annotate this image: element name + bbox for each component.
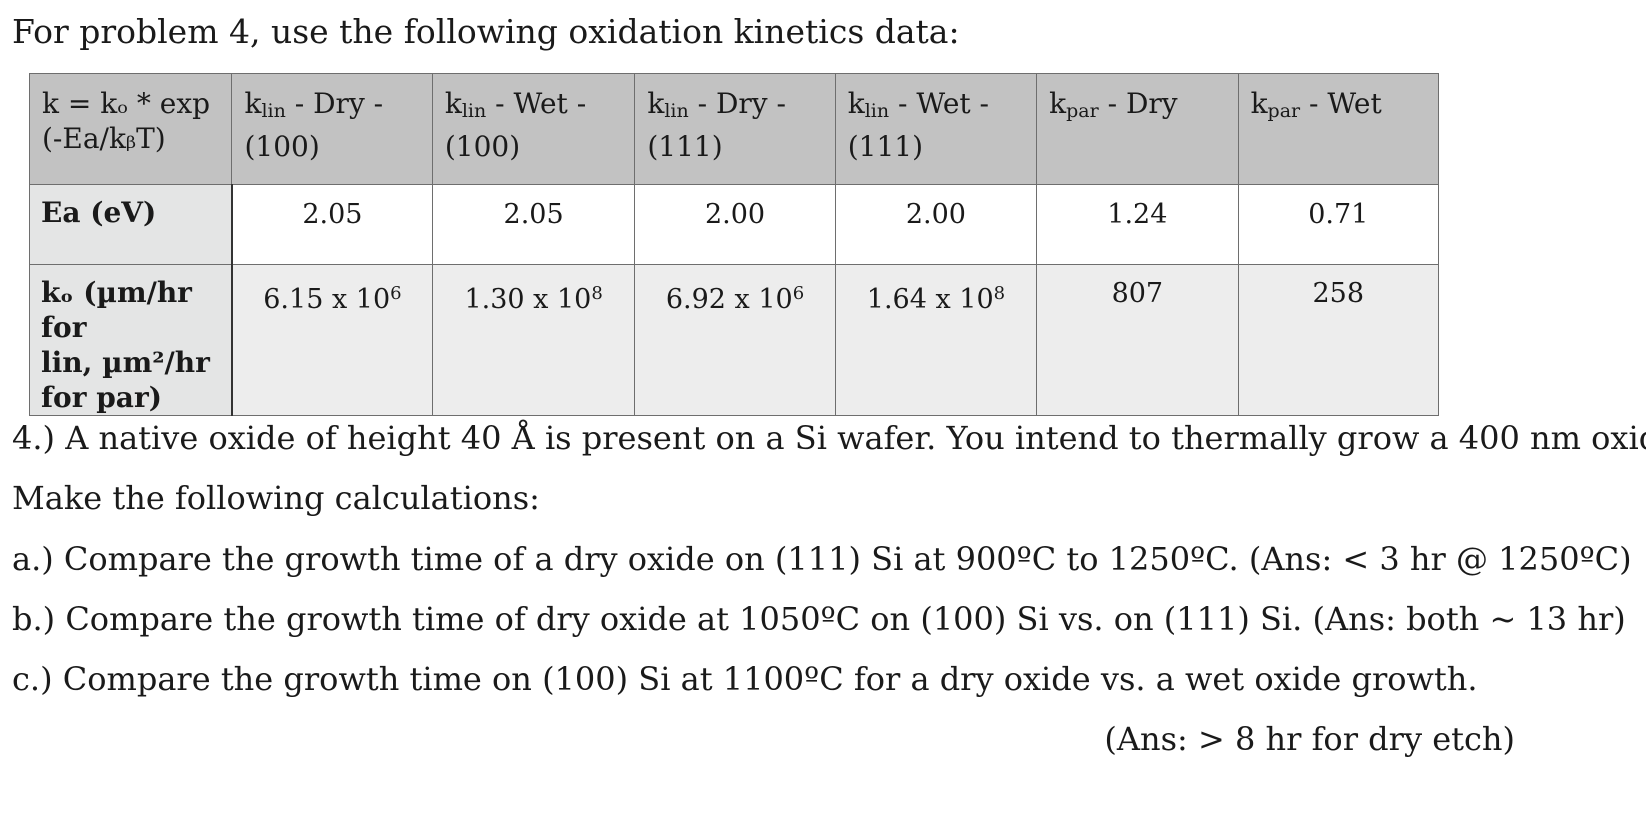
column-header-line1: kpar - Dry: [1049, 86, 1237, 129]
ko-mantissa: 807: [1111, 278, 1164, 309]
part-b: b.) Compare the growth time of dry oxide…: [12, 600, 1626, 638]
intro-text: For problem 4, use the following oxidati…: [12, 12, 960, 51]
column-header-subscript: lin: [864, 100, 890, 122]
problem-instruction: Make the following calculations:: [12, 479, 540, 517]
column-header-symbol: k: [1049, 87, 1067, 120]
ko-value: 258: [1237, 264, 1440, 416]
ko-mantissa: 1.64 x 10: [866, 284, 994, 315]
ko-mantissa: 1.30 x 10: [464, 284, 592, 315]
corner-header: k = kₒ * exp (-Ea/kᵦT): [28, 73, 233, 185]
ko-exponent: 8: [591, 283, 603, 304]
ea-row: Ea (eV) 2.05 2.05 2.00 2.00 1.24 0.71: [28, 184, 1440, 265]
column-header-rest: - Wet -: [486, 87, 587, 120]
column-header-rest: - Dry -: [688, 87, 786, 120]
column-header: klin - Dry - (100): [231, 73, 433, 185]
ko-row-label: kₒ (µm/hr for lin, µm²/hr for par): [28, 264, 233, 416]
column-header-subscript: par: [1267, 100, 1301, 122]
column-header-subscript: lin: [261, 100, 286, 122]
column-header-subscript: par: [1066, 100, 1099, 122]
column-header-rest: - Dry: [1098, 87, 1178, 120]
column-header: klin - Wet - (100): [431, 73, 636, 185]
ko-mantissa: 258: [1312, 278, 1365, 309]
column-header: kpar - Wet: [1237, 73, 1440, 185]
column-header-symbol: k: [444, 87, 462, 120]
ea-value: 2.05: [231, 184, 433, 265]
corner-line2: (-Ea/kᵦT): [42, 122, 166, 155]
column-header-line2: (100): [444, 130, 521, 163]
ea-value: 1.24: [1036, 184, 1239, 265]
column-header: klin - Wet - (111): [834, 73, 1038, 185]
ea-value: 2.05: [431, 184, 636, 265]
problem-statement: 4.) A native oxide of height 40 Å is pre…: [12, 419, 1646, 457]
ko-value: 807: [1036, 264, 1239, 416]
column-header-symbol: k: [647, 87, 665, 120]
column-header-line1: klin - Dry -: [244, 86, 431, 129]
column-header-line1: klin - Wet -: [445, 86, 634, 129]
ko-row: kₒ (µm/hr for lin, µm²/hr for par) 6.15 …: [28, 264, 1440, 416]
ea-value: 2.00: [834, 184, 1038, 265]
column-header-symbol: k: [1250, 87, 1268, 120]
ko-value: 1.64 x 108: [834, 264, 1038, 416]
ko-value: 6.92 x 106: [634, 264, 836, 416]
ea-row-label: Ea (eV): [28, 184, 233, 265]
column-header-subscript: lin: [461, 100, 487, 122]
ko-mantissa: 6.92 x 10: [665, 284, 793, 315]
part-a: a.) Compare the growth time of a dry oxi…: [12, 540, 1632, 578]
ko-exponent: 6: [390, 283, 402, 304]
column-header: kpar - Dry: [1036, 73, 1239, 185]
column-header-symbol: k: [847, 87, 865, 120]
part-c-answer: (Ans: > 8 hr for dry etch): [1104, 720, 1515, 758]
ea-label-text: Ea (eV): [41, 196, 157, 229]
column-header-line2: (100): [244, 130, 320, 163]
column-header-rest: - Wet: [1300, 87, 1382, 120]
ea-value: 2.00: [634, 184, 836, 265]
part-c: c.) Compare the growth time on (100) Si …: [12, 660, 1478, 698]
kinetics-table: k = kₒ * exp (-Ea/kᵦT) klin - Dry - (100)…: [28, 73, 1440, 416]
ko-value: 1.30 x 108: [431, 264, 636, 416]
ko-mantissa: 6.15 x 10: [263, 284, 391, 315]
column-header-line1: kpar - Wet: [1251, 86, 1438, 129]
column-header-line2: (111): [647, 130, 723, 163]
column-header-rest: - Wet -: [889, 87, 990, 120]
ko-exponent: 8: [993, 283, 1006, 304]
column-header-line1: klin - Wet -: [848, 86, 1036, 129]
column-header-subscript: lin: [664, 100, 689, 122]
corner-line1: k = kₒ * exp: [42, 87, 211, 120]
table-header-row: k = kₒ * exp (-Ea/kᵦT) klin - Dry - (100)…: [28, 73, 1440, 185]
column-header-line1: klin - Dry -: [647, 86, 834, 129]
column-header-rest: - Dry -: [285, 87, 384, 120]
column-header-line2: (111): [847, 130, 924, 163]
ea-value: 0.71: [1237, 184, 1440, 265]
column-header: klin - Dry - (111): [634, 73, 836, 185]
ko-value: 6.15 x 106: [231, 264, 433, 416]
column-header-symbol: k: [244, 87, 262, 120]
ko-exponent: 6: [792, 283, 805, 304]
ko-label-text: kₒ (µm/hr for lin, µm²/hr for par): [41, 276, 210, 414]
